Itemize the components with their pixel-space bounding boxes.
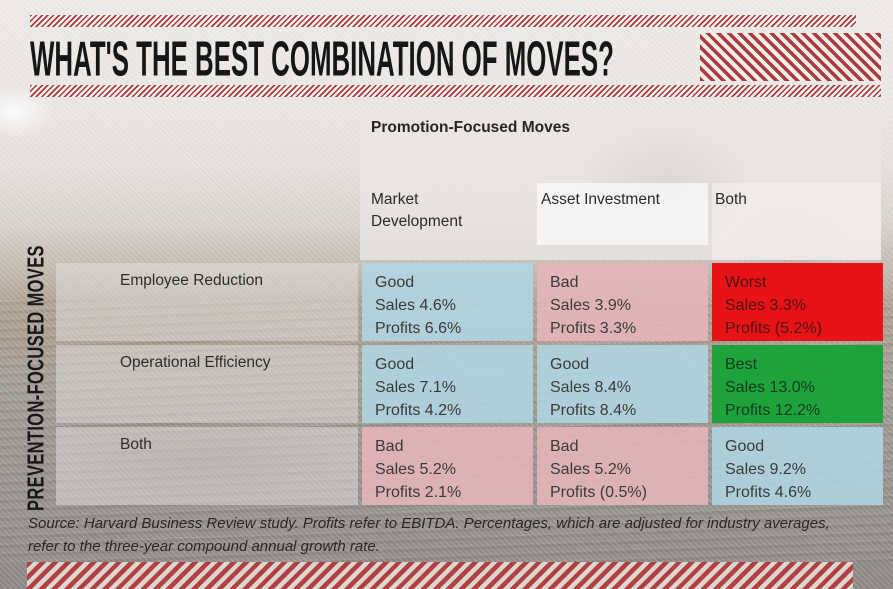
cell-operational-efficiency-asset-investment: Good Sales 8.4% Profits 8.4% <box>537 345 708 423</box>
both-header-panel <box>712 183 881 260</box>
cell-employee-reduction-asset-investment: Bad Sales 3.9% Profits 3.3% <box>537 263 708 341</box>
cell-rating: Good <box>550 356 590 373</box>
cell-sales: Sales 8.4% <box>550 379 631 396</box>
cell-profits: Profits 2.1% <box>375 484 462 501</box>
cell-profits: Profits 6.6% <box>375 320 462 337</box>
cell-rating: Best <box>725 356 758 373</box>
cell-employee-reduction-market-development: Good Sales 4.6% Profits 6.6% <box>362 263 533 341</box>
cell-profits: Profits (5.2%) <box>725 320 822 337</box>
cell-sales: Sales 5.2% <box>550 461 631 478</box>
row-header-both: Both <box>56 427 358 505</box>
slide-title: WHAT'S THE BEST COMBINATION OF MOVES? <box>30 30 614 86</box>
cell-profits: Profits 4.2% <box>375 402 462 419</box>
cell-rating: Bad <box>550 438 579 455</box>
bottom-stripe-bar-icon <box>27 562 853 589</box>
top-stripe-bar-icon <box>30 15 856 27</box>
source-note: Source: Harvard Business Review study. P… <box>28 515 830 555</box>
asset-investment-header-panel <box>537 183 708 245</box>
cell-operational-efficiency-market-development: Good Sales 7.1% Profits 4.2% <box>362 345 533 423</box>
cell-rating: Good <box>725 438 765 455</box>
cell-rating: Good <box>375 274 415 291</box>
cell-profits: Profits 12.2% <box>725 402 821 419</box>
cell-both-both: Good Sales 9.2% Profits 4.6% <box>712 427 883 505</box>
promotion-axis-panel: Promotion-Focused Moves Market Developme… <box>360 112 881 260</box>
cell-profits: Profits (0.5%) <box>550 484 647 501</box>
cell-profits: Profits 3.3% <box>550 320 637 337</box>
row-header-operational-efficiency: Operational Efficiency <box>56 345 358 423</box>
cell-sales: Sales 7.1% <box>375 379 456 396</box>
cell-sales: Sales 9.2% <box>725 461 806 478</box>
cell-profits: Profits 8.4% <box>550 402 637 419</box>
cell-sales: Sales 5.2% <box>375 461 456 478</box>
cell-both-asset-investment: Bad Sales 5.2% Profits (0.5%) <box>537 427 708 505</box>
cell-sales: Sales 4.6% <box>375 297 456 314</box>
cell-operational-efficiency-both: Best Sales 13.0% Profits 12.2% <box>712 345 883 423</box>
cell-sales: Sales 3.9% <box>550 297 631 314</box>
results-matrix: Employee Reduction Good Sales 4.6% Profi… <box>56 263 883 505</box>
cell-rating: Worst <box>725 274 767 291</box>
cell-profits: Profits 4.6% <box>725 484 812 501</box>
cell-rating: Bad <box>375 438 404 455</box>
title-underline-stripe-bar-icon <box>30 85 881 97</box>
cell-employee-reduction-both: Worst Sales 3.3% Profits (5.2%) <box>712 263 883 341</box>
column-header-both: Both <box>715 191 747 208</box>
title-hatch-block-icon <box>700 33 881 81</box>
column-header-asset-investment: Asset Investment <box>541 191 660 208</box>
promotion-axis-title: Promotion-Focused Moves <box>371 119 570 136</box>
cell-rating: Bad <box>550 274 579 291</box>
cell-both-market-development: Bad Sales 5.2% Profits 2.1% <box>362 427 533 505</box>
row-header-employee-reduction: Employee Reduction <box>56 263 358 341</box>
prevention-axis-title: PREVENTION-FOCUSED MOVES <box>24 245 50 512</box>
column-header-market-development: Market Development <box>371 191 463 230</box>
cell-sales: Sales 3.3% <box>725 297 806 314</box>
cell-rating: Good <box>375 356 415 373</box>
cell-sales: Sales 13.0% <box>725 379 815 396</box>
